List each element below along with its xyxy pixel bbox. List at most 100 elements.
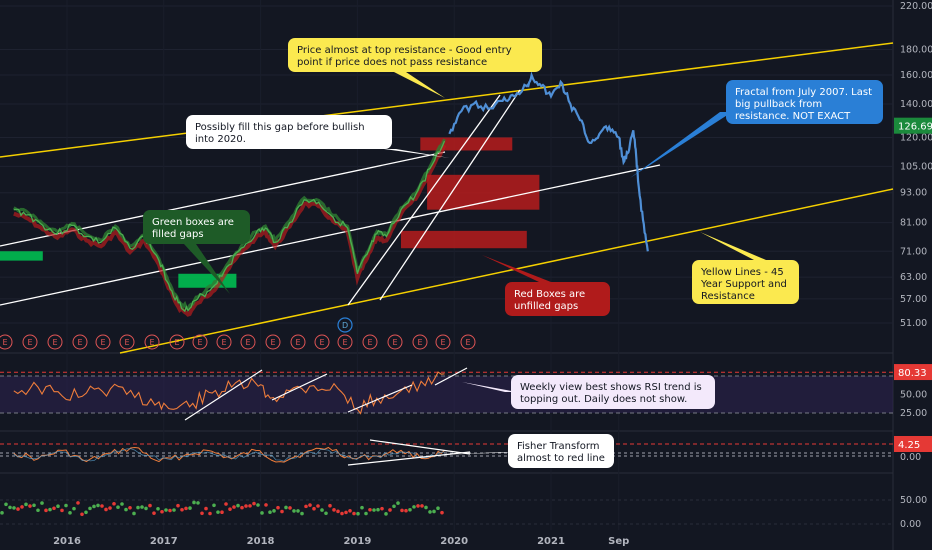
callout-yellow-lines: Yellow Lines - 45 Year Support and Resis… — [692, 260, 799, 304]
earnings-marker-label: E — [343, 338, 348, 347]
oscillator-dot — [168, 508, 172, 513]
oscillator-dot — [404, 508, 408, 513]
callout-pointer — [700, 232, 766, 260]
oscillator-dot — [96, 503, 100, 508]
price-tick-label: 63.00 — [900, 272, 927, 283]
earnings-marker-label: E — [393, 338, 398, 347]
callout-pointer — [462, 382, 517, 392]
rsi-series — [13, 371, 445, 415]
oscillator-dot — [44, 508, 48, 513]
rsi-trend-line — [347, 384, 413, 413]
oscillator-dot — [216, 510, 220, 514]
oscillator-dot — [36, 508, 40, 513]
oscillator-dot — [348, 508, 352, 513]
callout-pointer — [384, 149, 450, 158]
earnings-marker-label: E — [368, 338, 373, 347]
time-axis-label: 2017 — [150, 536, 178, 547]
oscillator-dot — [432, 509, 436, 514]
callout-red-boxes-text: Red Boxes are unfilled gaps — [514, 289, 586, 312]
oscillator-tick-label: 50.00 — [900, 495, 927, 506]
callout-pointer — [394, 72, 445, 98]
oscillator-dot — [32, 503, 36, 508]
resistance-line-lower — [119, 188, 894, 354]
oscillator-dot — [28, 504, 32, 508]
price-tick-label: 105.00 — [900, 161, 932, 172]
oscillator-dot — [292, 509, 296, 513]
oscillator-dot — [112, 501, 116, 506]
earnings-marker — [460, 334, 476, 350]
oscillator-dot — [160, 509, 164, 514]
time-axis-label: 2021 — [537, 536, 565, 547]
price-series-history — [13, 140, 446, 313]
callout-red-boxes: Red Boxes are unfilled gaps — [505, 282, 610, 316]
earnings-marker — [119, 334, 135, 350]
earnings-marker-label: E — [175, 338, 180, 347]
earnings-marker — [412, 334, 428, 350]
rsi-trend-line — [434, 367, 468, 386]
oscillator-dot — [256, 503, 260, 507]
oscillator-dot — [280, 509, 284, 514]
oscillator-dot — [408, 507, 412, 512]
oscillator-dot — [180, 507, 184, 512]
earnings-marker — [314, 334, 330, 350]
oscillator-dot — [388, 508, 392, 512]
oscillator-dot — [312, 506, 316, 511]
oscillator-dot — [296, 509, 300, 513]
oscillator-dot — [420, 504, 424, 508]
oscillator-dot — [60, 508, 64, 513]
price-tick-label: 51.00 — [900, 318, 927, 329]
earnings-marker — [362, 334, 378, 350]
oscillator-tick-label: 0.00 — [900, 519, 921, 530]
oscillator-dot — [376, 507, 380, 512]
callout-green-boxes: Green boxes are filled gaps — [143, 210, 250, 244]
oscillator-dot — [400, 508, 404, 513]
price-tick-label: 81.00 — [900, 218, 927, 229]
oscillator-dot — [336, 509, 340, 514]
callout-pointer — [440, 452, 514, 455]
callout-fisher-note: Fisher Transform almost to red line — [508, 434, 614, 468]
oscillator-dot — [144, 506, 148, 511]
oscillator-dot — [176, 503, 180, 508]
earnings-marker-label: E — [3, 338, 8, 347]
resistance-line-upper — [0, 42, 894, 158]
oscillator-dot — [332, 508, 336, 512]
oscillator-dot — [152, 511, 156, 515]
oscillator-dot — [272, 509, 276, 513]
earnings-marker — [192, 334, 208, 350]
price-tick-label: 71.00 — [900, 246, 927, 257]
oscillator-dot — [48, 507, 52, 512]
oscillator-dot — [80, 512, 84, 517]
oscillator-dot — [384, 512, 388, 516]
oscillator-dot — [84, 510, 88, 515]
earnings-marker — [435, 334, 451, 350]
time-axis-label: Sep — [608, 536, 629, 547]
oscillator-dot — [92, 504, 96, 509]
oscillator-dot — [428, 510, 432, 514]
price-series-fractal — [448, 71, 649, 252]
oscillator-dot — [364, 511, 368, 516]
earnings-marker-label: E — [101, 338, 106, 347]
callout-fill-gap: Possibly fill this gap before bullish in… — [186, 115, 392, 149]
oscillator-dot — [380, 506, 384, 511]
gap-box-filled — [0, 251, 43, 261]
earnings-marker — [144, 334, 160, 350]
oscillator-dot — [64, 503, 68, 508]
price-tick-label: 220.00 — [900, 1, 932, 12]
gap-box-unfilled — [427, 174, 540, 210]
oscillator-dot — [304, 504, 308, 509]
fisher-tick-label: 0.00 — [900, 452, 921, 463]
earnings-marker-label: E — [222, 338, 227, 347]
callout-top-resistance-text: Price almost at top resistance - Good en… — [297, 45, 512, 68]
earnings-marker-label: E — [246, 338, 251, 347]
oscillator-dot — [232, 505, 236, 509]
oscillator-dot — [324, 511, 328, 516]
oscillator-dot — [276, 505, 280, 510]
earnings-marker — [72, 334, 88, 350]
fisher-trend-line — [369, 439, 471, 455]
channel-line — [0, 164, 661, 306]
oscillator-dot — [188, 506, 192, 510]
oscillator-dot — [208, 511, 212, 516]
price-tick-label: 93.00 — [900, 188, 927, 199]
gap-box-unfilled — [400, 230, 527, 249]
